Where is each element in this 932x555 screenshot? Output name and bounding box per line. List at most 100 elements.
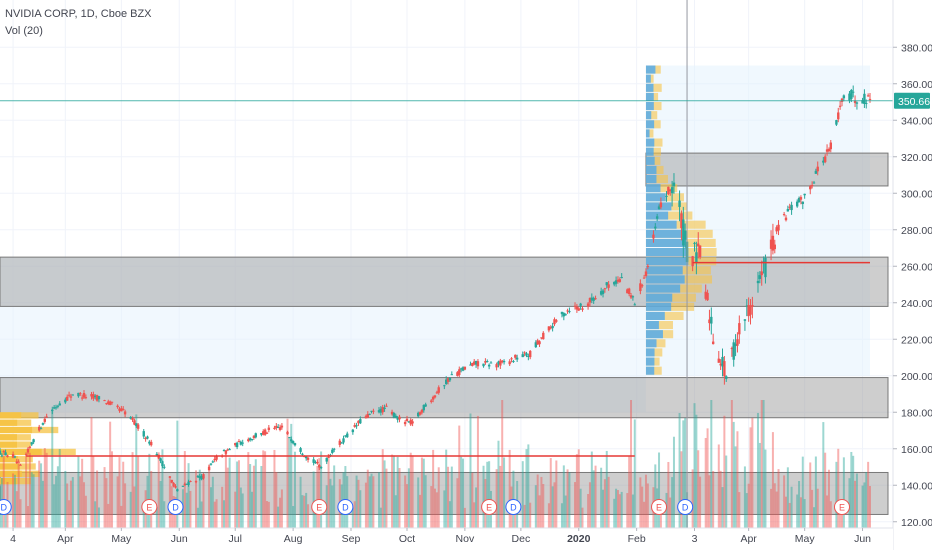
profile-bar-blue xyxy=(645,193,666,202)
candle-body xyxy=(667,186,670,195)
candle-body xyxy=(196,476,200,478)
candle-body xyxy=(64,399,67,403)
candle-body xyxy=(450,374,454,376)
price-tick-label: 140.00 xyxy=(901,480,932,492)
volume-bar xyxy=(198,469,201,528)
volume-bar xyxy=(84,495,87,528)
volume-bar xyxy=(359,490,362,528)
profile-bar-blue xyxy=(645,266,683,275)
profile-bar-blue xyxy=(645,92,654,101)
volume-bar xyxy=(579,488,582,528)
volume-bar xyxy=(732,421,735,528)
candle-body xyxy=(756,280,760,284)
candle-body xyxy=(549,327,552,329)
volume-bar xyxy=(560,503,563,528)
volume-bar xyxy=(292,506,295,528)
volume-bar xyxy=(523,504,526,528)
candle-body xyxy=(176,489,179,492)
profile-bar xyxy=(645,83,662,92)
candle-body xyxy=(155,453,159,456)
volume-bar xyxy=(331,485,334,528)
candle-body xyxy=(851,91,855,93)
symbol-title[interactable]: NVIDIA CORP, 1D, Cboe BZX xyxy=(5,8,152,20)
candle-body xyxy=(435,392,439,394)
profile-bar-blue xyxy=(645,147,654,156)
volume-bar xyxy=(704,437,707,528)
volume-bar xyxy=(280,489,283,528)
price-tick-label: 340.00 xyxy=(901,115,932,127)
volume-bar xyxy=(684,418,687,528)
candle-body xyxy=(659,202,663,208)
volume-bar xyxy=(835,461,838,528)
price-tick-label: 220.00 xyxy=(901,334,932,346)
event-marker-d xyxy=(337,499,354,515)
candle-body xyxy=(751,304,754,307)
profile-bar-blue xyxy=(645,321,659,330)
candle-body xyxy=(510,358,513,360)
volume-bar xyxy=(209,487,212,528)
candle-body xyxy=(396,417,399,420)
volume-bar xyxy=(751,417,754,528)
volume-bar xyxy=(482,465,485,528)
volume-bar xyxy=(394,495,397,528)
time-axis[interactable]: 4 Apr May Jun Jul Aug Sep Oct Nov Dec 2020 Feb 3 Apr M… xyxy=(0,527,893,550)
candle-body xyxy=(515,357,519,360)
volume-bar xyxy=(202,475,205,528)
candle-body xyxy=(38,426,41,431)
candle-body xyxy=(723,361,726,377)
volume-bar xyxy=(525,449,528,528)
volume-indicator-label[interactable]: Vol (20) xyxy=(5,25,43,37)
volume-bar xyxy=(411,455,414,528)
volume-bar xyxy=(725,455,728,528)
candle-body xyxy=(521,354,524,358)
volume-bar xyxy=(756,412,759,528)
volume-bar xyxy=(307,504,310,528)
volume-bar xyxy=(92,456,95,528)
volume-bar xyxy=(760,400,763,528)
time-tick-label: 2020 xyxy=(567,533,591,545)
candle-body xyxy=(172,482,175,487)
candle-body xyxy=(708,319,711,324)
candle-body xyxy=(721,356,724,367)
volume-bar xyxy=(265,501,268,528)
price-axis[interactable]: 120.00 140.00 160.00 180.00 200.00 220.00 240.… xyxy=(892,0,932,550)
profile-bar-left-core xyxy=(0,426,33,434)
volume-bar xyxy=(764,449,767,528)
volume-bar xyxy=(639,477,642,528)
candle-body xyxy=(652,234,655,239)
volume-bar xyxy=(383,460,386,528)
volume-bar xyxy=(855,473,858,528)
volume-bar xyxy=(43,448,46,528)
volume-bar xyxy=(445,449,448,528)
volume-bar xyxy=(547,503,550,528)
volume-bar xyxy=(607,476,610,528)
candle-body xyxy=(730,348,734,350)
volume-bar xyxy=(17,462,20,528)
volume-bar xyxy=(275,472,278,528)
candle-body xyxy=(344,435,347,437)
candle-body xyxy=(13,456,17,458)
volume-bar xyxy=(837,448,840,528)
candle-body xyxy=(512,361,515,363)
candle-body xyxy=(734,343,737,347)
candle-body xyxy=(265,432,269,434)
volume-bar xyxy=(721,487,724,528)
candle-body xyxy=(168,476,172,478)
volume-bar xyxy=(40,463,43,528)
volume-bar xyxy=(163,501,166,528)
candle-body xyxy=(469,364,472,366)
volume-bar xyxy=(577,449,580,528)
candle-body xyxy=(691,256,694,267)
candle-body xyxy=(189,480,192,482)
volume-bar xyxy=(602,489,605,528)
candle-body xyxy=(525,353,528,356)
volume-bar xyxy=(745,493,748,528)
volume-bar xyxy=(131,452,134,528)
candle-body xyxy=(573,305,577,307)
candle-body xyxy=(670,187,674,194)
time-tick-label: 3 xyxy=(692,533,698,545)
candle-body xyxy=(58,403,61,406)
